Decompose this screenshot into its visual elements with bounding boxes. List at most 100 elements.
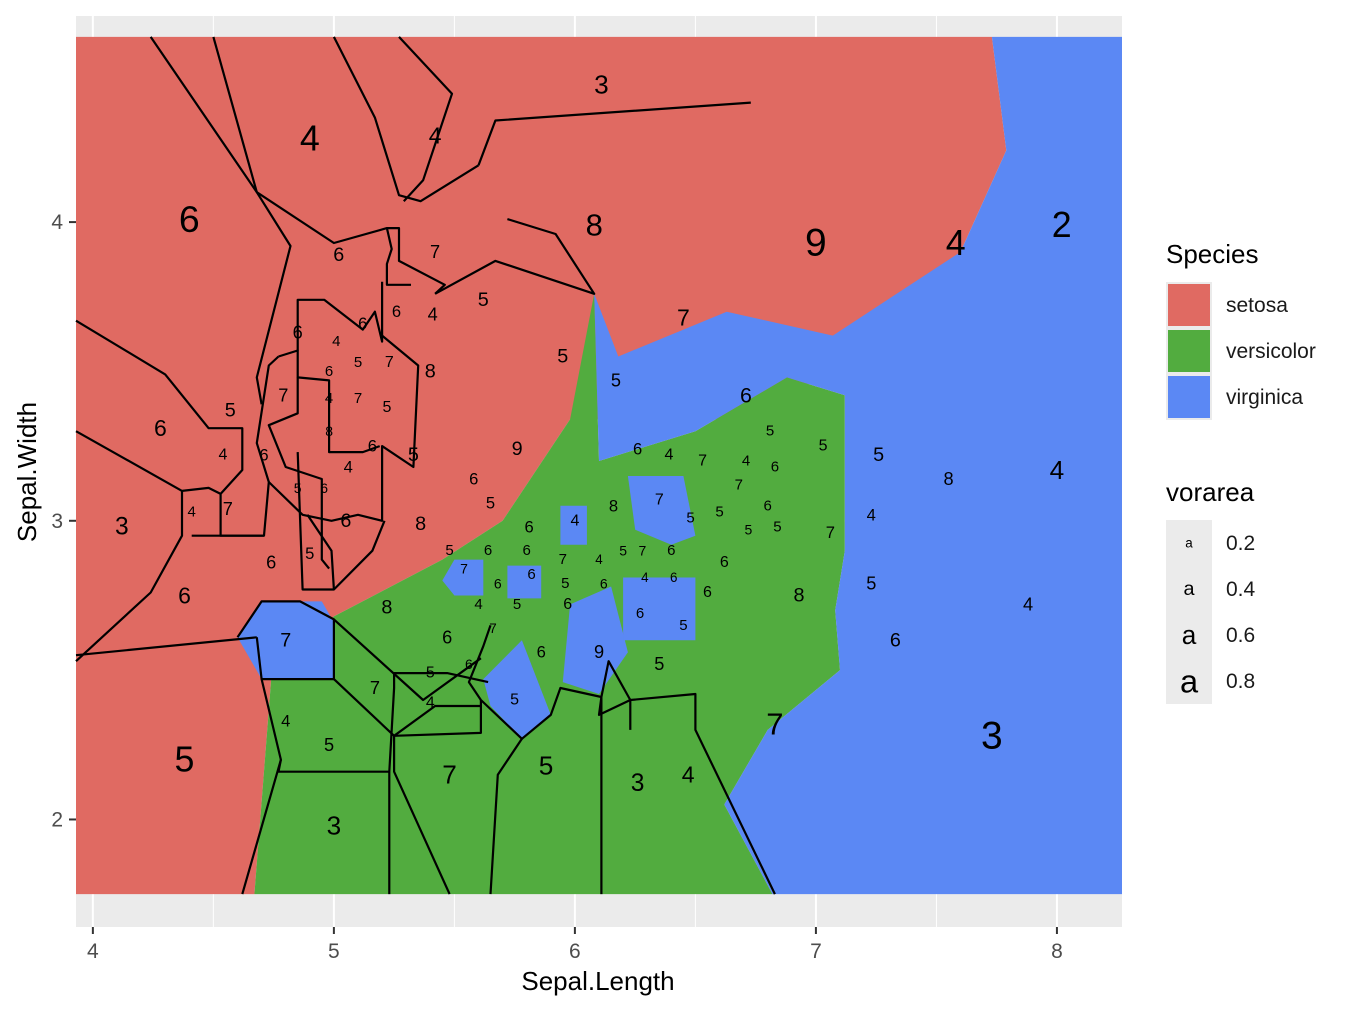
cell-label: 5 (354, 354, 362, 371)
cell-label: 5 (510, 692, 519, 709)
cell-label: 7 (655, 491, 664, 508)
voronoi-edge (75, 319, 264, 537)
voronoi-edge (75, 490, 184, 663)
voronoi-edge (398, 36, 454, 202)
cell-label: 6 (890, 629, 901, 651)
cell-label: 4 (219, 447, 228, 464)
cell-label: 3 (981, 714, 1003, 757)
cell-label: 5 (513, 596, 521, 613)
cell-label: 6 (636, 605, 644, 622)
cell-label: 5 (486, 493, 495, 512)
cell-label: 5 (561, 575, 569, 592)
legend-key-background (1166, 566, 1212, 612)
cell-label: 6 (333, 244, 344, 266)
region-virginica (483, 640, 551, 739)
cell-label: 5 (766, 423, 774, 440)
cell-label: 6 (293, 323, 303, 343)
cell-label: 8 (943, 469, 953, 489)
legend-swatch-setosa (1168, 284, 1210, 326)
legend-swatch-virginica (1168, 376, 1210, 418)
legend-label-vorarea: 0.6 (1226, 624, 1255, 647)
voronoi-edge (278, 349, 381, 454)
cell-label: 7 (385, 354, 394, 371)
cell-label: 4 (742, 453, 750, 470)
cell-label: 4 (426, 695, 435, 712)
region-virginica (560, 505, 587, 545)
cell-label: 7 (766, 706, 783, 741)
cell-label: 8 (586, 208, 603, 243)
legend-label-setosa: setosa (1226, 294, 1288, 317)
legend-label-versicolor: versicolor (1226, 340, 1316, 363)
cell-label: 8 (793, 585, 804, 607)
cell-label: 5 (654, 654, 664, 674)
x-tick-label: 5 (328, 940, 340, 963)
cell-label: 6 (469, 470, 478, 489)
cell-label: 5 (408, 444, 419, 466)
cell-label: 4 (474, 596, 482, 613)
species-legend-title: Species (1166, 239, 1259, 269)
cell-label: 5 (225, 399, 236, 421)
x-axis-ticks: 4 5 6 7 8 (87, 927, 1063, 963)
cell-label: 5 (539, 751, 554, 781)
cell-label: 3 (631, 770, 645, 797)
cell-label: 8 (381, 596, 392, 618)
cell-label: 6 (667, 542, 675, 559)
cell-label: 4 (641, 570, 649, 585)
legend-label-vorarea: 0.8 (1226, 670, 1255, 693)
species-legend: Species setosa versicolor virginica (1166, 239, 1316, 420)
legend-label-virginica: virginica (1226, 386, 1303, 409)
voronoi-edge (241, 759, 282, 895)
cell-label: 4 (429, 123, 442, 149)
cell-label: 6 (442, 627, 452, 647)
cell-label: 7 (354, 390, 362, 407)
cell-label: 6 (537, 643, 546, 662)
species-regions (76, 36, 1122, 895)
cell-label: 5 (175, 740, 195, 780)
cell-label: 8 (415, 513, 426, 535)
cell-label: 6 (740, 383, 752, 407)
legend-label-vorarea: 0.2 (1226, 532, 1255, 555)
cell-label: 7 (430, 242, 440, 262)
cell-label: 7 (460, 561, 468, 577)
cell-label: 7 (223, 499, 233, 519)
cell-label: 6 (358, 314, 367, 333)
cell-label: 6 (266, 553, 276, 573)
vorarea-legend-keys: a 0.2 a 0.4 a 0.6 a 0.8 (1166, 520, 1256, 704)
cell-label: 3 (115, 513, 129, 540)
cell-label: 5 (679, 617, 687, 634)
cell-label: 4 (300, 119, 320, 159)
cell-label: 6 (764, 497, 772, 514)
cell-label: 6 (392, 302, 401, 321)
cell-label: 6 (465, 656, 473, 672)
cell-label: 6 (771, 459, 779, 476)
cell-label: 4 (428, 305, 438, 325)
cell-label: 6 (720, 554, 729, 571)
voronoi-edge (75, 636, 257, 657)
cell-label: 5 (294, 480, 302, 496)
y-axis-ticks: 2 3 4 (51, 211, 76, 831)
voronoi-edge (477, 101, 751, 166)
cell-label: 4 (344, 458, 353, 477)
cell-label: 4 (188, 503, 196, 520)
voronoi-edge (191, 355, 280, 537)
legend-key-background (1166, 520, 1212, 566)
cell-label: 6 (563, 596, 572, 613)
region-setosa (76, 36, 1007, 895)
cell-label: 5 (745, 522, 753, 538)
cell-label: 7 (370, 678, 380, 698)
voronoi-edge (268, 334, 420, 522)
voronoi-edge (267, 377, 330, 570)
cell-label: 5 (873, 444, 884, 466)
cell-label: 8 (609, 496, 618, 515)
cell-label: 7 (280, 629, 291, 651)
cell-label: 7 (677, 305, 690, 331)
cell-label: 5 (478, 289, 489, 311)
cell-label: 8 (325, 423, 333, 439)
cell-label: 4 (664, 447, 673, 464)
cell-label: 7 (735, 476, 743, 493)
region-virginica (237, 601, 334, 680)
cell-label: 4 (867, 505, 876, 524)
legend-size-glyph: a (1183, 578, 1194, 600)
voronoi-edge (333, 678, 451, 895)
